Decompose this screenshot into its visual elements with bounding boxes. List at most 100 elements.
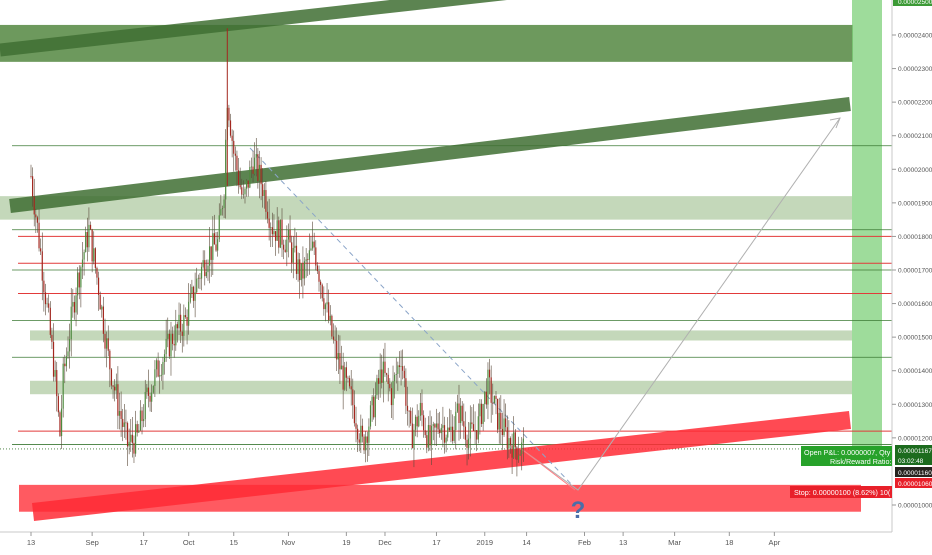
candle-body — [361, 425, 364, 437]
candle-body — [133, 442, 135, 454]
candle — [189, 284, 191, 304]
candle — [77, 267, 79, 315]
candle — [46, 297, 48, 308]
candle-body — [208, 246, 211, 266]
candle-body — [57, 396, 59, 413]
candle-body — [252, 166, 254, 174]
candle-body — [189, 292, 191, 302]
candle-body — [394, 375, 396, 382]
candle — [278, 216, 280, 254]
candle-body — [348, 378, 351, 387]
candle — [117, 366, 119, 430]
secondary-price-label-bg — [895, 467, 932, 477]
candle-body — [519, 454, 521, 456]
candle-body — [36, 217, 39, 223]
candle — [374, 382, 376, 426]
candle — [289, 215, 291, 243]
candle-body — [143, 419, 145, 422]
candle-body — [278, 220, 280, 248]
candle — [69, 323, 71, 369]
candle — [422, 410, 425, 438]
candle — [431, 416, 433, 466]
candle — [268, 198, 270, 241]
candle-body — [160, 374, 162, 376]
candle-body — [180, 314, 182, 332]
candle — [310, 236, 312, 252]
candle — [522, 427, 524, 462]
candle — [210, 246, 212, 277]
candle — [33, 178, 35, 227]
candle-body — [318, 271, 320, 282]
candle-body — [69, 339, 71, 352]
candle — [466, 434, 468, 466]
candle-body — [387, 374, 389, 384]
candle-body — [501, 428, 504, 436]
candle — [281, 208, 283, 257]
candle — [308, 233, 310, 275]
candle-body — [120, 411, 122, 419]
candle-body — [200, 266, 203, 279]
candle — [273, 214, 275, 237]
support-trend-channel — [31, 411, 852, 521]
candle-body — [488, 369, 491, 378]
candle — [303, 257, 306, 286]
candle — [126, 421, 129, 466]
candle — [52, 323, 55, 382]
candle — [48, 294, 50, 313]
candle-body — [368, 426, 370, 443]
candle-body — [311, 241, 314, 249]
open-pl-label: Open P&L: 0.0000007, Qty — [804, 448, 891, 457]
candle — [485, 378, 487, 409]
candle — [472, 404, 475, 432]
candle-body — [178, 314, 180, 329]
candle-body — [506, 427, 508, 449]
candle-body — [125, 422, 127, 424]
candle — [521, 437, 523, 471]
candle-body — [75, 295, 77, 313]
candle — [223, 194, 225, 219]
projection-line — [249, 147, 576, 489]
candle-body — [242, 194, 244, 196]
candle-body — [463, 421, 465, 427]
candle-body — [440, 427, 442, 434]
candle — [36, 215, 39, 233]
candle — [167, 317, 169, 348]
candle — [163, 349, 166, 375]
candle-body — [191, 286, 193, 293]
candle-body — [302, 263, 304, 279]
candle — [350, 369, 352, 406]
candle-body — [451, 426, 454, 441]
candle — [192, 285, 195, 308]
candle — [381, 354, 383, 389]
candle — [225, 129, 227, 219]
candle-body — [279, 219, 281, 248]
candle-body — [154, 369, 156, 386]
candle-body — [466, 439, 468, 448]
candle-body — [294, 245, 296, 248]
candle-body — [405, 378, 407, 406]
candle — [316, 262, 319, 275]
candle-body — [212, 233, 214, 260]
candle — [340, 345, 343, 370]
candle — [495, 390, 497, 415]
candle — [421, 389, 423, 427]
candle-body — [163, 354, 166, 362]
candle-body — [358, 439, 360, 443]
zone-support — [30, 380, 852, 395]
candle — [220, 194, 222, 216]
candle — [394, 372, 396, 399]
candle-body — [250, 166, 253, 168]
candle-body — [347, 377, 349, 379]
candle-body — [134, 424, 137, 454]
candle-body — [479, 403, 481, 417]
candle — [497, 398, 499, 434]
candle-body — [210, 246, 212, 260]
candle-body — [357, 428, 359, 440]
candle-body — [205, 272, 207, 277]
candle-body — [516, 447, 518, 460]
candle — [487, 362, 489, 420]
candle-body — [340, 365, 343, 370]
candle — [72, 289, 74, 318]
candle-body — [492, 402, 494, 404]
